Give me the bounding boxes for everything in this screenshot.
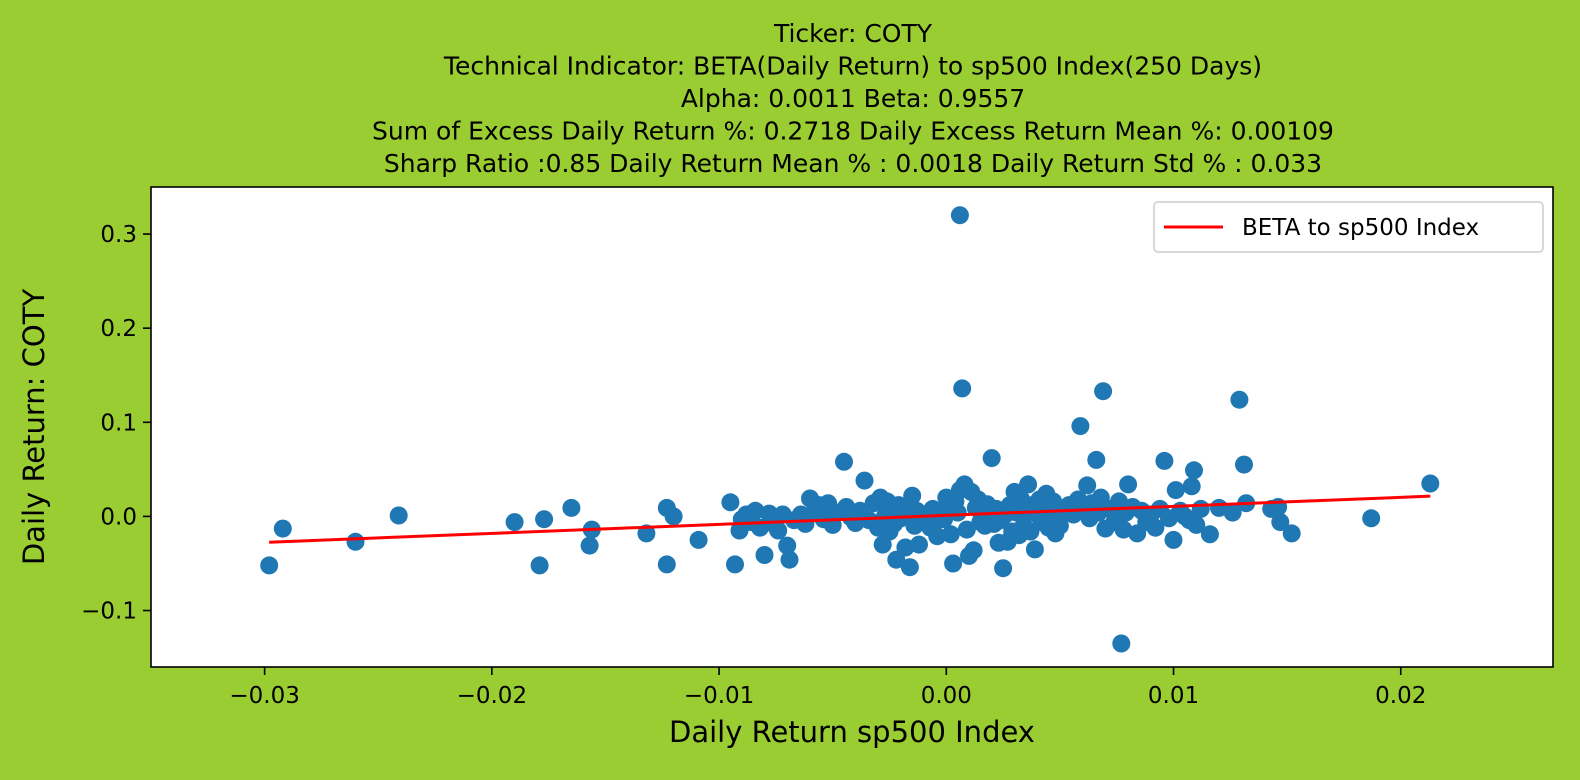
scatter-point-96: [982, 449, 1001, 468]
title-line-3: Sum of Excess Daily Return %: 0.2718 Dai…: [372, 117, 1334, 146]
scatter-point-146: [1119, 475, 1138, 494]
scatter-point-101: [994, 559, 1013, 578]
scatter-points: [260, 206, 1440, 653]
regression-line: [269, 494, 1431, 544]
legend-entry-beta: BETA to sp500 Index: [1242, 215, 1479, 241]
scatter-point-60: [896, 538, 915, 557]
scatter-point-6: [535, 510, 554, 529]
scatter-point-28: [778, 536, 797, 555]
legend-box: [1153, 201, 1544, 253]
scatter-point-143: [1112, 634, 1131, 653]
scatter-point-26: [769, 521, 788, 540]
y-tick-label-1: 0.0: [100, 504, 137, 530]
scatter-point-144: [1114, 520, 1133, 539]
chart-title: Ticker: COTY Technical Indicator: BETA(Da…: [372, 19, 1334, 178]
scatter-point-78: [944, 554, 963, 573]
scatter-point-21: [746, 501, 765, 520]
beta-line: [269, 494, 1431, 544]
scatter-point-173: [1271, 513, 1290, 532]
x-tick-label-2: −0.01: [684, 683, 754, 709]
scatter-point-8: [580, 536, 599, 555]
scatter-point-115: [1025, 540, 1044, 559]
title-line-1: Technical Indicator: BETA(Daily Return) …: [443, 52, 1262, 81]
scatter-point-165: [1200, 525, 1219, 544]
scatter-point-5: [530, 556, 549, 575]
plot-area: [151, 187, 1553, 667]
scatter-point-77: [941, 525, 960, 544]
scatter-point-0: [260, 556, 279, 575]
scatter-point-62: [900, 558, 919, 577]
x-tick-label-4: 0.01: [1148, 683, 1199, 709]
scatter-point-112: [1019, 475, 1038, 494]
scatter-point-176: [1421, 474, 1440, 493]
scatter-point-88: [964, 541, 983, 560]
scatter-point-132: [1078, 476, 1097, 495]
scatter-point-83: [953, 379, 972, 398]
y-tick-label-4: 0.3: [100, 222, 137, 248]
scatter-point-168: [1230, 390, 1249, 409]
scatter-point-2: [346, 532, 365, 551]
scatter-point-40: [835, 452, 853, 471]
x-tick-label-0: −0.03: [229, 683, 299, 709]
x-axis-label: Daily Return sp500 Index: [669, 715, 1035, 749]
scatter-point-82: [950, 206, 969, 225]
scatter-point-162: [1185, 461, 1203, 480]
title-line-0: Ticker: COTY: [773, 19, 933, 48]
scatter-point-167: [1223, 503, 1242, 522]
y-axis-label: Daily Return: COTY: [17, 289, 51, 566]
scatter-point-125: [1050, 516, 1069, 535]
scatter-point-16: [726, 555, 744, 574]
scatter-point-14: [689, 530, 708, 549]
legend: BETA to sp500 Index: [1153, 201, 1544, 253]
scatter-point-15: [721, 493, 740, 512]
scatter-point-29: [780, 550, 799, 569]
scatter-point-63: [903, 486, 922, 505]
plot-frame: [150, 186, 1554, 668]
scatter-point-85: [957, 520, 976, 539]
scatter-point-169: [1235, 455, 1253, 474]
scatter-point-72: [928, 527, 947, 546]
scatter-point-175: [1362, 509, 1381, 528]
scatter-point-154: [1155, 451, 1174, 470]
title-line-2: Alpha: 0.0011 Beta: 0.9557: [681, 84, 1025, 113]
scatter-point-138: [1094, 382, 1113, 401]
scatter-point-66: [910, 535, 928, 554]
title-line-4: Sharp Ratio :0.85 Daily Return Mean % : …: [384, 149, 1322, 178]
scatter-point-161: [1182, 477, 1201, 496]
scatter-point-13: [664, 507, 683, 526]
scatter-point-80: [948, 503, 967, 522]
x-axis-ticks: −0.03 −0.02 −0.01 0.00 0.01 0.02: [229, 667, 1426, 709]
y-tick-label-0: −0.1: [81, 599, 137, 625]
scatter-point-130: [1071, 417, 1090, 436]
scatter-point-156: [1164, 530, 1183, 549]
scatter-point-152: [1146, 518, 1165, 537]
scatter-point-4: [505, 513, 524, 532]
scatter-point-163: [1187, 515, 1206, 534]
scatter-point-174: [1282, 524, 1301, 543]
scatter-point-135: [1087, 450, 1106, 469]
y-tick-label-3: 0.2: [100, 316, 137, 342]
scatter-point-164: [1191, 499, 1210, 518]
x-tick-label-3: 0.00: [921, 683, 972, 709]
scatter-point-157: [1166, 481, 1185, 500]
scatter-point-1: [273, 519, 292, 538]
scatter-point-3: [389, 506, 408, 525]
scatter-point-12: [657, 555, 676, 574]
scatter-point-7: [562, 498, 581, 517]
y-axis-ticks: −0.1 0.0 0.1 0.2 0.3: [81, 222, 151, 625]
scatter-point-45: [855, 471, 874, 490]
x-tick-label-5: 0.02: [1375, 683, 1426, 709]
x-tick-label-1: −0.02: [457, 683, 527, 709]
y-tick-label-2: 0.1: [100, 410, 137, 436]
scatter-point-23: [755, 546, 774, 564]
